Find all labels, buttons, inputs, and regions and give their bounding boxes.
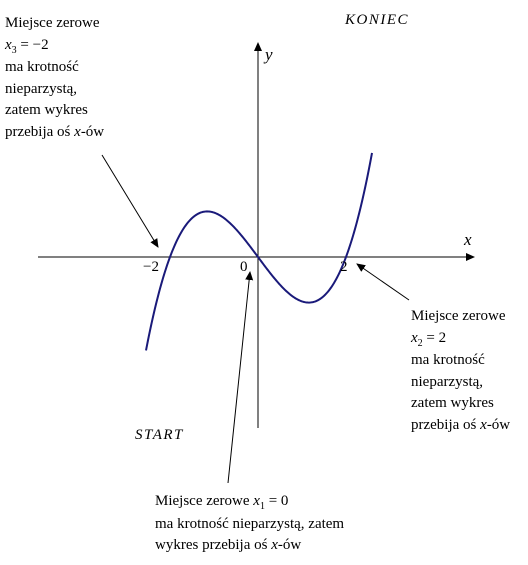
pointer-arrow-bottom (227, 271, 254, 484)
note-text: przebija oś (411, 416, 481, 433)
equation-value: = 0 (264, 493, 289, 509)
note-line: wykres przebija oś x-ów (155, 535, 344, 557)
variable-x: x (5, 36, 12, 53)
note-line: zatem wykres (411, 395, 494, 411)
note-equation: x3 = −2 (5, 35, 104, 58)
polynomial-curve (145, 152, 373, 351)
tick-label-two: 2 (340, 259, 348, 275)
subscript: 3 (11, 44, 17, 56)
note-equation: Miejsce zerowe x1 = 0 (155, 491, 344, 514)
note-text: Miejsce zerowe (155, 493, 254, 509)
note-text: przebija oś (5, 123, 75, 140)
equation-value: = 2 (422, 329, 447, 346)
annotation-root-x3: Miejsce zerowe x3 = −2 ma krotność niepa… (5, 13, 104, 143)
note-line: nieparzystą, (411, 373, 484, 390)
note-line: Miejsce zerowe (5, 15, 100, 31)
koniec-label: KONIEC (345, 12, 410, 28)
note-line: zatem wykres (5, 102, 88, 118)
note-line: Miejsce zerowe (411, 308, 506, 324)
subscript: 1 (259, 501, 265, 512)
tick-label-zero: 0 (240, 259, 248, 275)
note-text: wykres przebija oś (155, 537, 272, 553)
note-line: nieparzystą, (5, 80, 78, 97)
note-text: -ów (277, 537, 302, 553)
variable-x: x (480, 416, 487, 433)
note-line: ma krotność nieparzystą, zatem (155, 515, 345, 532)
note-line: przebija oś x-ów (5, 122, 104, 144)
equation-value: = −2 (16, 36, 49, 53)
variable-x: x (411, 329, 418, 346)
note-line: przebija oś x-ów (411, 415, 510, 437)
tick-label-neg2: −2 (143, 259, 159, 275)
variable-x: x (253, 493, 260, 509)
note-line: ma krotność (5, 59, 79, 75)
variable-x: x (271, 537, 278, 553)
start-label: START (135, 427, 184, 443)
pointer-arrow-left (101, 154, 159, 248)
note-text: -ów (486, 416, 511, 433)
note-text: -ów (80, 123, 105, 140)
pointer-arrow-right (356, 263, 410, 301)
y-axis-label: y (265, 45, 273, 64)
variable-x: x (74, 123, 81, 140)
subscript: 2 (417, 337, 423, 349)
x-axis-label: x (464, 230, 472, 249)
note-equation: x2 = 2 (411, 328, 510, 351)
note-line: ma krotność (411, 352, 485, 368)
annotation-root-x2: Miejsce zerowe x2 = 2 ma krotność niepar… (411, 306, 510, 436)
annotation-root-x1: Miejsce zerowe x1 = 0 ma krotność niepar… (155, 491, 344, 557)
